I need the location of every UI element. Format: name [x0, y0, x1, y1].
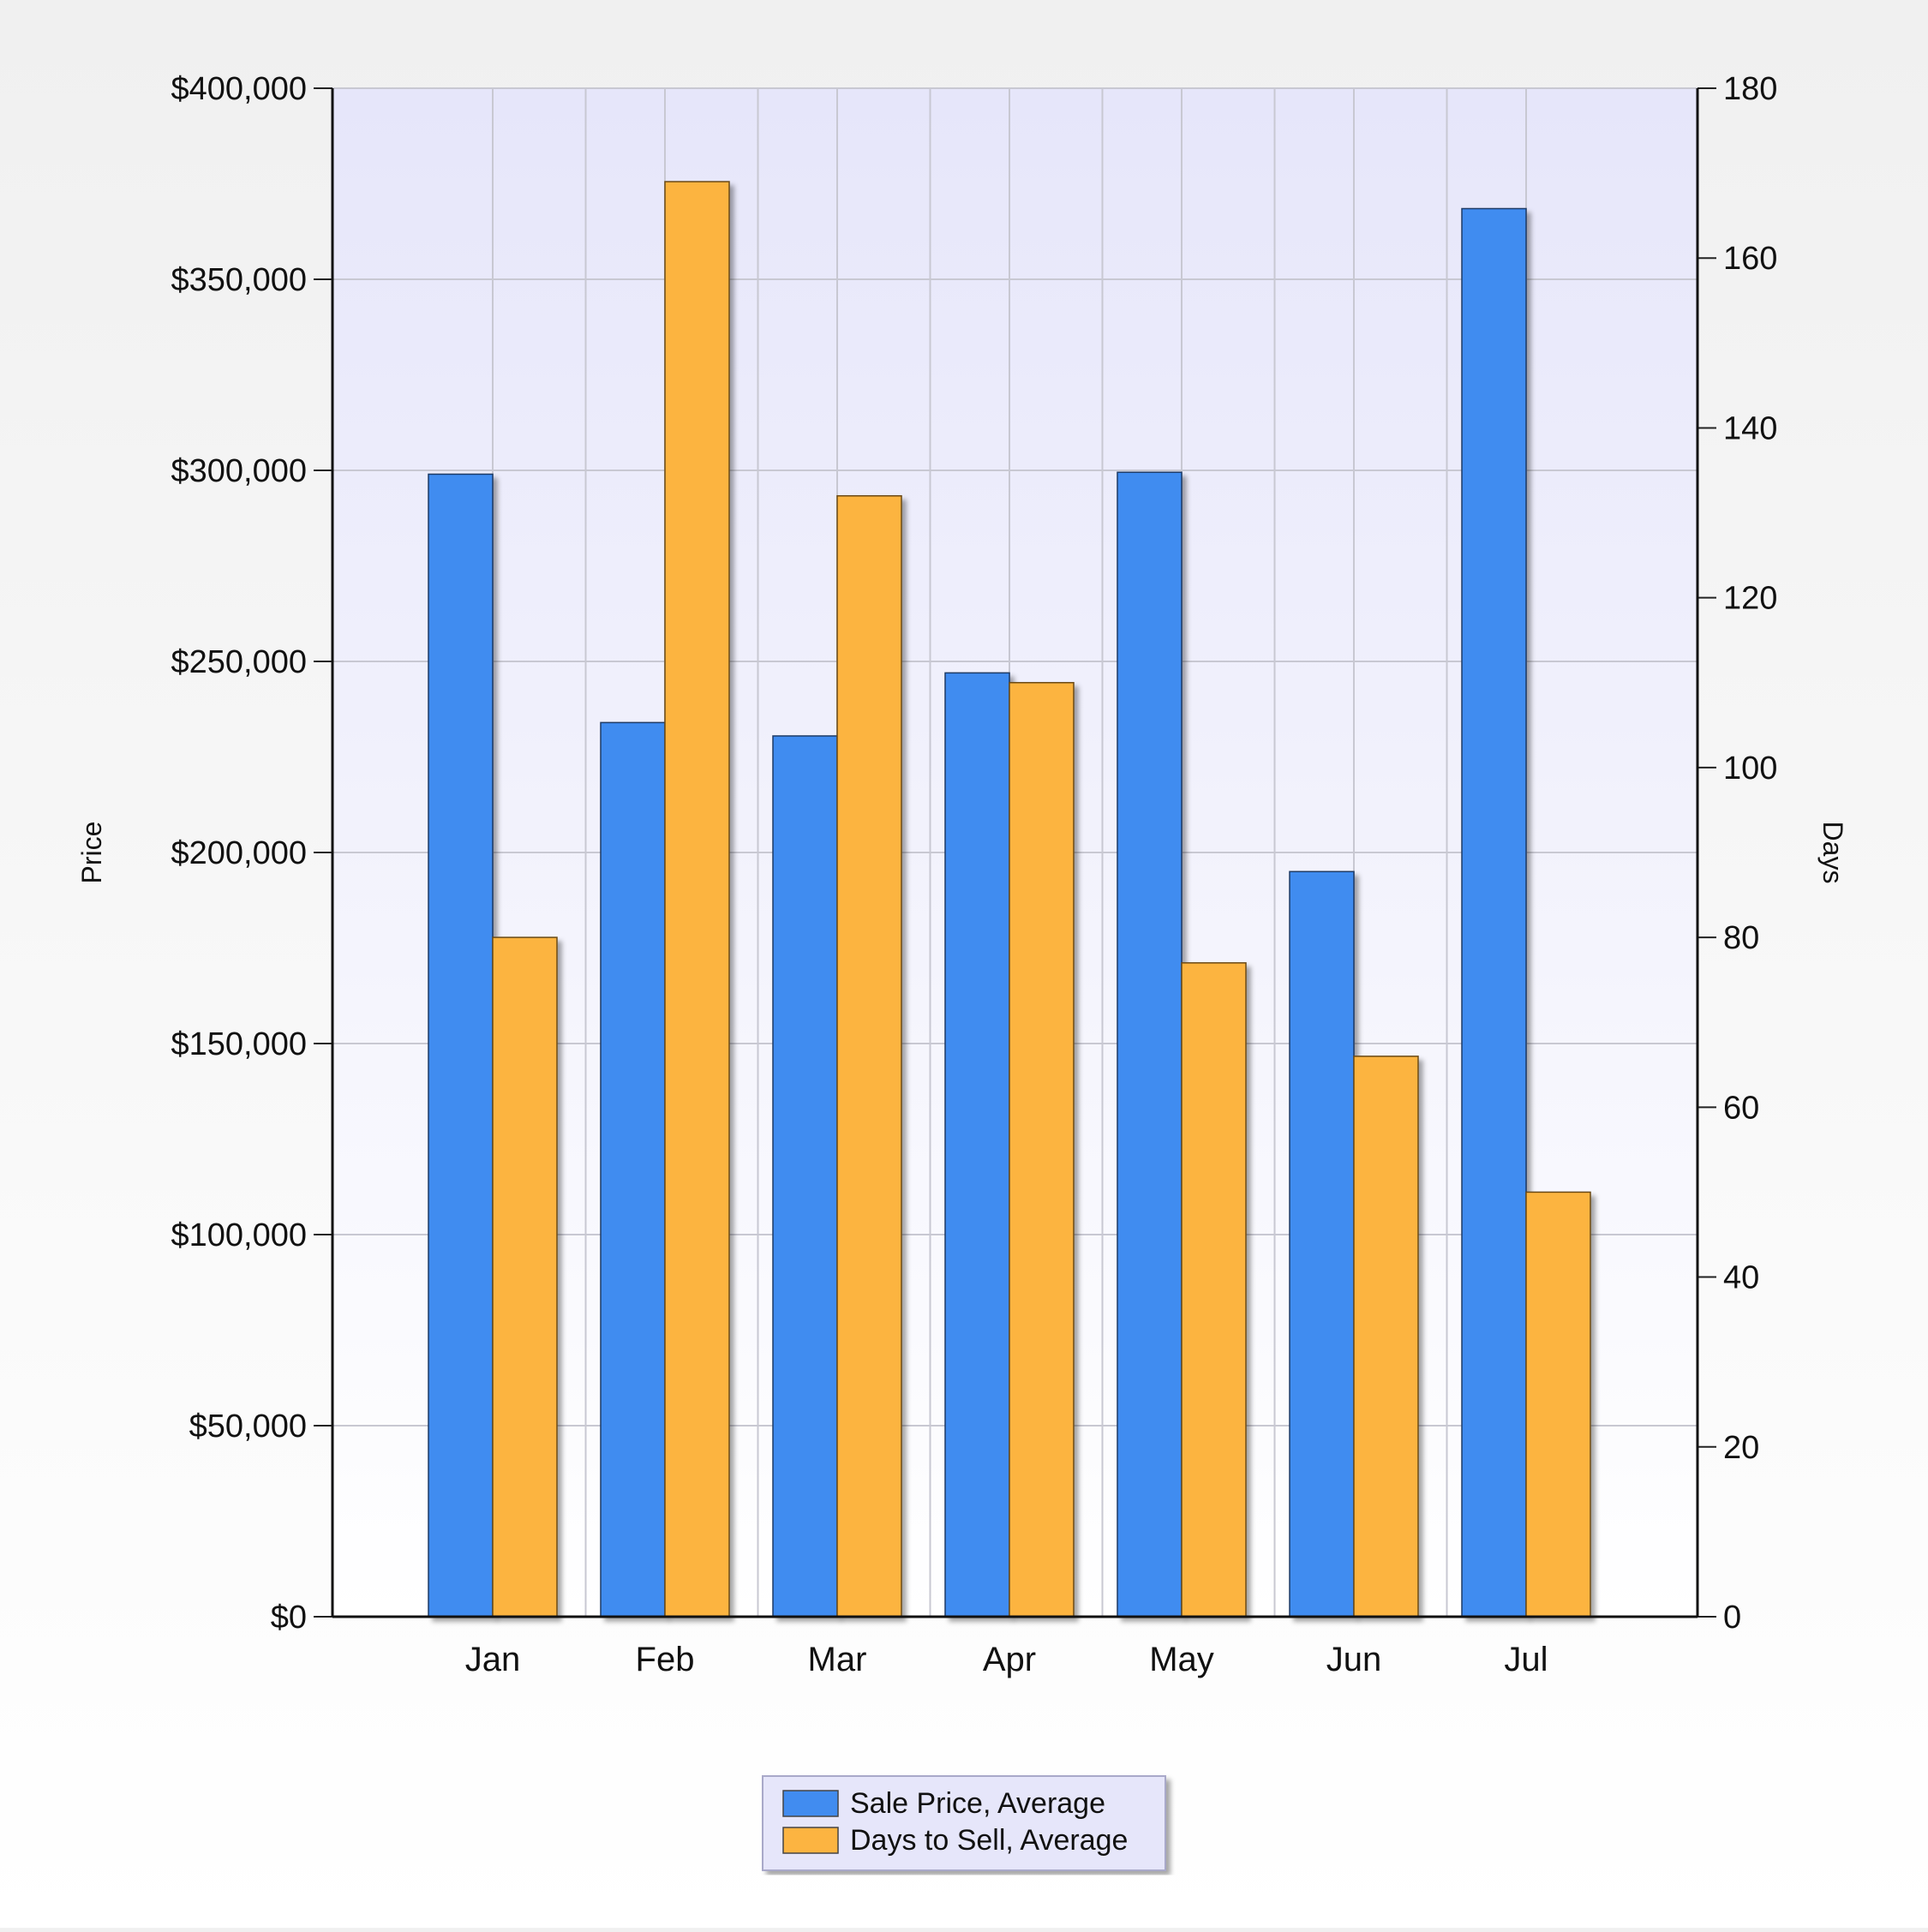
y-right-tick-label: 80 [1723, 920, 1759, 956]
bar-sale-price-apr [944, 672, 1010, 1618]
y-right-tick-label: 100 [1723, 751, 1777, 787]
x-tick-label-mar: Mar [808, 1641, 867, 1678]
y-axis-left-title: Price [76, 822, 107, 884]
y-left-tick-label: $400,000 [171, 71, 308, 107]
y-right-tick-label: 140 [1723, 410, 1777, 446]
y-right-tick-label: 160 [1723, 241, 1777, 277]
bar-days-to-sell-jan [492, 936, 558, 1618]
bar-sale-price-mar [772, 735, 838, 1618]
y-left-tick-label: $0 [271, 1600, 307, 1636]
y-left-tick-label: $50,000 [189, 1409, 307, 1445]
x-tick-label-may: May [1149, 1641, 1214, 1678]
bar-sale-price-jan [428, 473, 494, 1618]
legend-label-sale-price: Sale Price, Average [850, 1787, 1105, 1820]
y-right-tick-label: 120 [1723, 581, 1777, 617]
x-tick-label-jul: Jul [1504, 1641, 1548, 1678]
legend-swatch-days-to-sell [782, 1827, 839, 1854]
bar-days-to-sell-feb [664, 181, 730, 1618]
bar-sale-price-feb [600, 721, 666, 1618]
x-tick-label-feb: Feb [636, 1641, 695, 1678]
bar-days-to-sell-jun [1353, 1056, 1419, 1618]
x-tick-label-jan: Jan [465, 1641, 521, 1678]
y-left-tick-label: $350,000 [171, 262, 308, 298]
y-axis-right-title: Days [1817, 822, 1848, 884]
y-left-tick-label: $250,000 [171, 644, 308, 680]
y-left-tick-label: $200,000 [171, 835, 308, 871]
y-left-tick-label: $100,000 [171, 1217, 308, 1253]
y-right-tick-label: 180 [1723, 71, 1777, 107]
y-right-tick-label: 0 [1723, 1600, 1741, 1636]
y-right-tick-label: 40 [1723, 1260, 1759, 1296]
bars [428, 181, 1591, 1618]
tick-labels: $0 $50,000 $100,000 $150,000 $200,000 $250,00… [171, 71, 1778, 1678]
bar-sale-price-jul [1461, 207, 1527, 1618]
y-left-tick-label: $150,000 [171, 1026, 308, 1062]
bar-days-to-sell-jul [1525, 1191, 1591, 1618]
y-right-tick-label: 60 [1723, 1090, 1759, 1126]
y-left-tick-label: $300,000 [171, 453, 308, 489]
x-tick-label-apr: Apr [983, 1641, 1036, 1678]
legend-swatch-sale-price [782, 1790, 839, 1817]
axes [314, 87, 1716, 1618]
legend: Sale Price, Average Days to Sell, Averag… [762, 1775, 1166, 1871]
bar-sale-price-jun [1289, 870, 1355, 1618]
x-tick-label-jun: Jun [1326, 1641, 1382, 1678]
bar-days-to-sell-apr [1009, 682, 1075, 1618]
bar-days-to-sell-mar [836, 494, 902, 1618]
legend-label-days-to-sell: Days to Sell, Average [850, 1824, 1128, 1857]
y-right-tick-label: 20 [1723, 1430, 1759, 1466]
bar-sale-price-may [1117, 471, 1183, 1618]
bar-days-to-sell-may [1181, 962, 1247, 1618]
